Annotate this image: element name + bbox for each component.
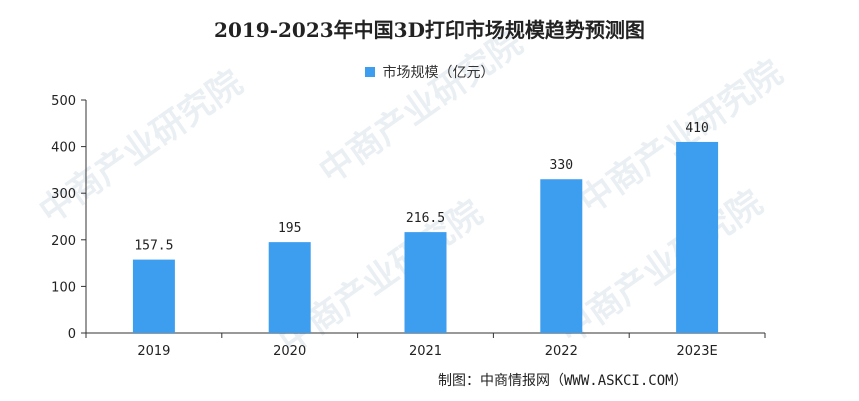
chart-title: 2019-2023年中国3D打印市场规模趋势预测图 <box>214 18 645 42</box>
chart-source: 制图：中商情报网（WWW.ASKCI.COM） <box>438 373 688 389</box>
y-tick-label: 300 <box>51 187 76 202</box>
y-tick-label: 500 <box>51 94 76 109</box>
chart-legend: 市场规模（亿元） <box>0 62 859 82</box>
data-label: 195 <box>278 221 301 236</box>
bar <box>132 259 175 333</box>
x-tick-label: 2023E <box>676 344 717 359</box>
y-tick-label: 0 <box>68 327 76 342</box>
x-tick-label: 2019 <box>137 344 170 359</box>
data-label: 330 <box>550 158 573 173</box>
y-tick-label: 100 <box>51 280 76 295</box>
data-label: 410 <box>685 121 708 136</box>
data-label: 216.5 <box>406 211 445 226</box>
y-tick-label: 200 <box>51 234 76 249</box>
legend-swatch <box>364 67 375 77</box>
x-tick-label: 2021 <box>409 344 442 359</box>
bar <box>676 141 719 333</box>
bar <box>268 242 311 333</box>
x-tick-label: 2022 <box>545 344 578 359</box>
bar <box>404 232 447 333</box>
bar <box>540 179 583 333</box>
x-tick-label: 2020 <box>273 344 306 359</box>
y-tick-label: 400 <box>51 141 76 156</box>
data-label: 157.5 <box>134 239 173 254</box>
legend-label: 市场规模（亿元） <box>382 65 495 81</box>
